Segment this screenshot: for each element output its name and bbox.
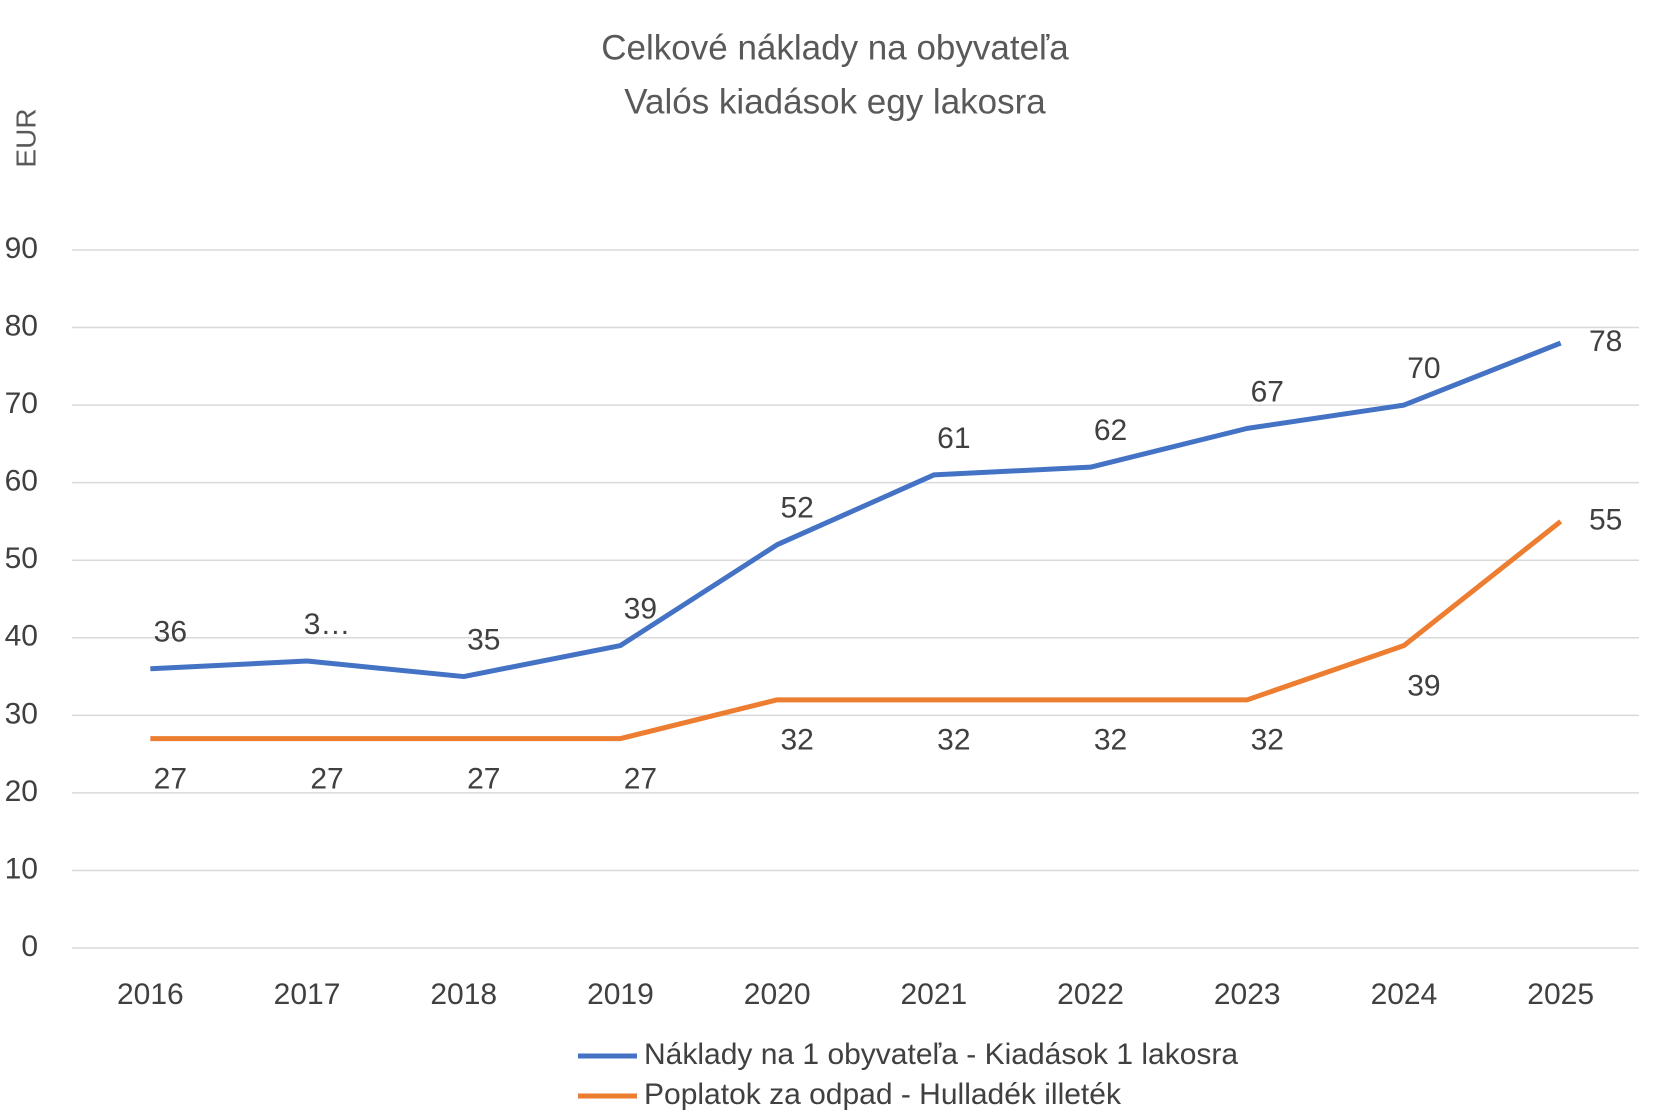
x-tick-label: 2024 (1371, 978, 1438, 1011)
x-tick-label: 2022 (1057, 978, 1124, 1011)
y-tick-label: 40 (5, 620, 38, 653)
y-tick-label: 50 (5, 542, 38, 575)
x-tick-label: 2023 (1214, 978, 1281, 1011)
data-label: 61 (937, 422, 970, 455)
data-label: 32 (1094, 724, 1127, 757)
x-tick-label: 2021 (900, 978, 967, 1011)
x-tick-label: 2017 (274, 978, 341, 1011)
data-label: 3… (304, 608, 351, 641)
y-tick-label: 10 (5, 852, 38, 885)
y-tick-label: 60 (5, 465, 38, 498)
x-tick-label: 2016 (117, 978, 184, 1011)
data-label: 39 (1407, 669, 1440, 702)
x-tick-label: 2025 (1527, 978, 1594, 1011)
y-axis-label: EUR (10, 108, 41, 167)
data-label: 27 (467, 763, 500, 796)
y-tick-label: 90 (5, 232, 38, 265)
data-label: 70 (1407, 352, 1440, 385)
line-series (150, 519, 1563, 742)
y-tick-label: 0 (21, 930, 38, 963)
data-label: 32 (1251, 724, 1284, 757)
y-tick-label: 20 (5, 775, 38, 808)
data-label: 27 (154, 763, 187, 796)
data-label: 67 (1251, 375, 1284, 408)
x-tick-label: 2019 (587, 978, 654, 1011)
chart-subtitle: Valós kiadások egy lakosra (624, 82, 1046, 121)
x-tick-label: 2020 (744, 978, 811, 1011)
x-tick-label: 2018 (430, 978, 497, 1011)
y-tick-label: 80 (5, 309, 38, 342)
y-tick-label: 30 (5, 697, 38, 730)
data-label: 27 (624, 763, 657, 796)
line-series (150, 340, 1562, 680)
data-label: 52 (780, 492, 813, 525)
data-label: 32 (780, 724, 813, 757)
data-label: 39 (624, 592, 657, 625)
data-label: 32 (937, 724, 970, 757)
legend-label: Náklady na 1 obyvateľa - Kiadások 1 lako… (644, 1038, 1238, 1071)
data-label: 62 (1094, 414, 1127, 447)
data-label: 78 (1589, 325, 1622, 358)
data-label: 36 (154, 616, 187, 649)
y-tick-label: 70 (5, 387, 38, 420)
chart-title: Celkové náklady na obyvateľa (601, 28, 1069, 67)
data-label: 27 (310, 763, 343, 796)
data-label: 35 (467, 623, 500, 656)
data-label: 55 (1589, 503, 1622, 536)
legend-label: Poplatok za odpad - Hulladék illeték (644, 1078, 1122, 1111)
